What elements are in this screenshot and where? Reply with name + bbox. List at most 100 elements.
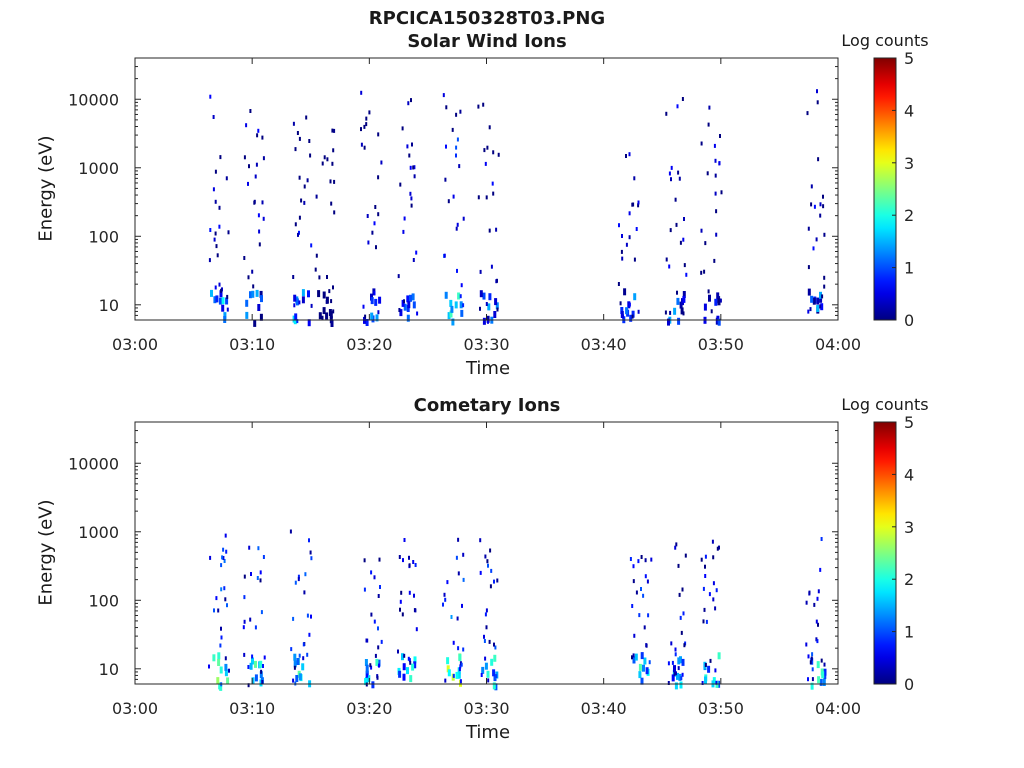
- panel-1-data-cell: [719, 134, 721, 138]
- panel-1-data-cell: [360, 142, 363, 147]
- panel-1-data-cell: [406, 144, 409, 149]
- panel-2-data-cell: [259, 578, 262, 583]
- panel-2-data-cell: [684, 553, 687, 558]
- panel-2-data-cell: [413, 656, 417, 664]
- panel-1-data-cell: [819, 291, 822, 299]
- panel-2-data-cell: [638, 613, 641, 618]
- panel-1-data-cell: [456, 268, 458, 273]
- panel-2-data-cell: [309, 550, 312, 555]
- panel-1-data-cell: [370, 297, 374, 305]
- panel-1-data-cell: [628, 302, 631, 307]
- panel-1-data-cell: [251, 290, 255, 298]
- panel-2-data-cell: [254, 674, 258, 682]
- panel-2-data-cell: [298, 653, 301, 658]
- panel-2-data-cell: [257, 546, 260, 551]
- panel-1-data-cell: [714, 191, 717, 196]
- x-tick-label: 03:00: [112, 335, 158, 354]
- panel-1-data-cell: [322, 307, 326, 315]
- panel-1-data-cell: [807, 309, 810, 314]
- panel-1-data-cell: [258, 229, 261, 234]
- panel-2-data-cell: [675, 542, 678, 547]
- panel-2-data-cell: [680, 676, 683, 681]
- panel-1-data-cell: [462, 303, 465, 308]
- colorbar-tick-label: 5: [904, 49, 914, 68]
- panel-1-data-cell: [407, 101, 410, 106]
- panel-1-data-cell: [488, 125, 491, 130]
- panel-1-axes-frame: [134, 57, 839, 321]
- panel-1-data-cell: [460, 309, 464, 317]
- panel-1-data-cell: [243, 256, 246, 260]
- panel-1-data-cell: [456, 137, 459, 142]
- panel-2-data-cell: [298, 673, 302, 681]
- panel-1-data-cell: [315, 253, 318, 258]
- panel-2-colorbar-label: Log counts: [841, 395, 929, 414]
- panel-2-data-cell: [292, 678, 295, 683]
- panel-2-data-cell: [308, 538, 310, 543]
- y-tick-label: 1000: [78, 523, 119, 542]
- panel-1-data-cell: [637, 203, 640, 208]
- panel-2-data-cell: [370, 665, 373, 670]
- panel-1-data-cell: [676, 297, 680, 305]
- panel-1-data-cell: [682, 291, 686, 298]
- panel-2-data-cell: [263, 655, 266, 660]
- panel-2-data-cell: [682, 611, 685, 616]
- panel-2-data-cell: [810, 682, 814, 690]
- panel-1-data-cell: [331, 128, 334, 133]
- panel-1-data-cell: [700, 141, 703, 146]
- panel-1-data-cell: [214, 169, 217, 174]
- panel-2-data-cell: [677, 666, 680, 671]
- panel-2-data-cell: [293, 653, 297, 661]
- panel-1-data-cell: [460, 283, 463, 288]
- panel-2-data-cell: [808, 590, 811, 595]
- panel-2-data-cell: [308, 632, 311, 637]
- panel-2-data-cell: [457, 671, 461, 679]
- panel-2-data-cell: [224, 597, 227, 602]
- panel-1-data-cell: [707, 122, 710, 127]
- panel-2-data-cell: [640, 555, 643, 559]
- panel-1-data-cell: [810, 295, 814, 303]
- panel-1-data-cell: [214, 199, 217, 204]
- panel-1-data-cell: [297, 232, 299, 237]
- panel-2-data-cell: [379, 585, 381, 589]
- panel-1-data-cell: [485, 302, 488, 306]
- panel-2-colorbar: [873, 421, 897, 685]
- panel-2-data-cell: [402, 663, 406, 671]
- panel-2-data-cell: [635, 590, 638, 595]
- panel-2-data-cell: [402, 673, 406, 681]
- panel-2-data-cell: [222, 556, 225, 560]
- panel-2-data-cell: [219, 666, 223, 674]
- panel-2-data-cell: [224, 533, 227, 538]
- panel-1-data-cell: [258, 242, 261, 247]
- panel-1-data-cell: [486, 315, 490, 323]
- panel-2-data-cell: [674, 545, 677, 550]
- x-tick-label: 03:30: [463, 699, 509, 718]
- panel-1-data-cell: [303, 200, 306, 205]
- panel-2-data-cell: [260, 610, 263, 615]
- panel-2-data-cell: [450, 615, 453, 619]
- panel-1-data-cell: [399, 309, 403, 317]
- panel-1-data-cell: [676, 290, 678, 295]
- panel-1-data-cell: [816, 305, 820, 312]
- panel-2-data-cell: [399, 607, 401, 612]
- panel-1-data-cell: [308, 139, 311, 143]
- panel-1-data-cell: [815, 237, 818, 242]
- panel-2-data-cell: [414, 563, 417, 567]
- panel-1-data-cell: [257, 213, 260, 218]
- panel-1-data-cell: [447, 199, 450, 204]
- panel-2-data-cell: [642, 664, 645, 672]
- x-tick-label: 03:10: [229, 699, 275, 718]
- panel-2-data-cell: [493, 642, 495, 647]
- panel-2-data-cell: [208, 664, 210, 669]
- panel-2-data-cell: [249, 617, 252, 622]
- panel-1-data-cell: [683, 217, 685, 221]
- panel-1-data-cell: [409, 294, 412, 302]
- panel-1-data-cell: [484, 161, 487, 166]
- panel-1-data-cell: [329, 179, 332, 184]
- panel-2-data-cell: [220, 626, 222, 631]
- panel-1-data-cell: [707, 289, 710, 294]
- panel-1-data-cell: [681, 97, 684, 101]
- panel-2-data-cell: [254, 625, 257, 630]
- panel-2-data-cell: [303, 590, 306, 595]
- panel-1-data-cell: [317, 290, 321, 298]
- panel-1-data-cell: [298, 136, 301, 141]
